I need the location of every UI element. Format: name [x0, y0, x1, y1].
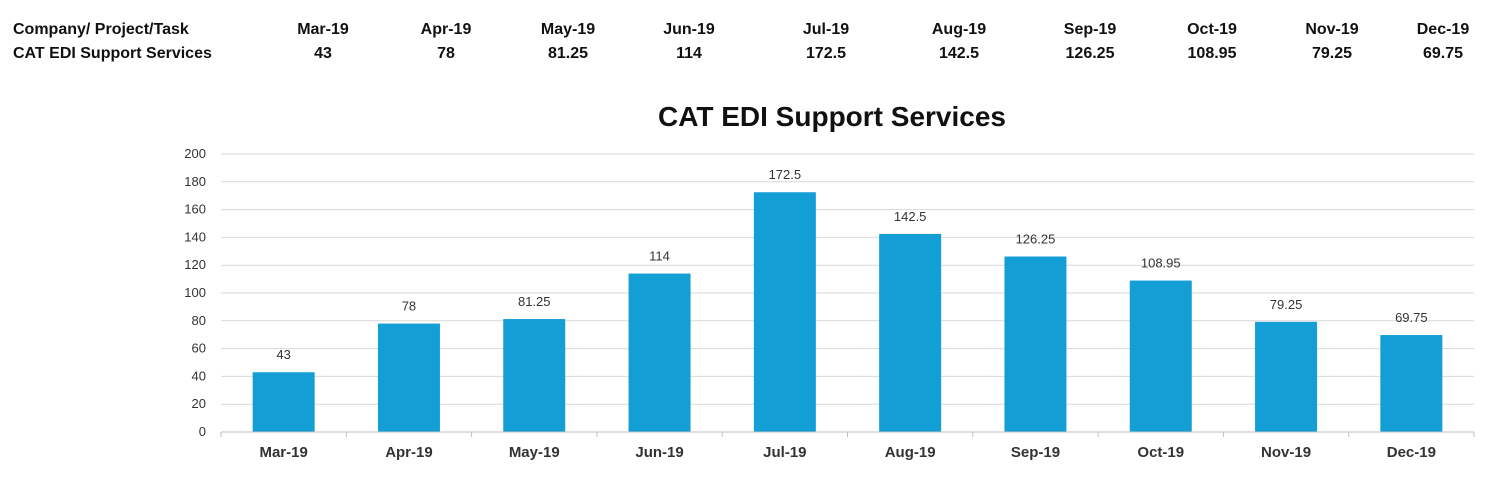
table-month-header: Jun-19	[663, 21, 715, 38]
bar	[377, 323, 440, 432]
table-value-cell: 108.95	[1187, 45, 1237, 62]
x-tick-label: Apr-19	[385, 444, 433, 461]
y-tick-label: 140	[184, 229, 206, 244]
bar	[753, 192, 816, 432]
data-label: 114	[649, 249, 670, 264]
chart-title: CAT EDI Support Services	[658, 101, 1006, 132]
y-tick-label: 160	[184, 202, 206, 217]
y-tick-label: 100	[184, 285, 206, 300]
table-month-header: Jul-19	[802, 21, 850, 38]
table-month-header: Nov-19	[1305, 21, 1359, 38]
table-data-row: CAT EDI Support Services 43 78 81.25 114 172…	[0, 45, 1500, 67]
data-label: 79.25	[1270, 297, 1303, 312]
y-tick-label: 200	[184, 146, 206, 161]
table-value-cell: 43	[314, 45, 332, 62]
y-tick-label: 60	[192, 341, 206, 356]
bar	[503, 319, 566, 432]
bar	[1255, 321, 1318, 432]
table-value-cell: 79.25	[1311, 45, 1353, 62]
data-label: 142.5	[894, 209, 927, 224]
table-value-cell: 69.75	[1422, 45, 1464, 62]
y-tick-label: 120	[184, 257, 206, 272]
table-month-header: May-19	[540, 21, 596, 38]
table-month-header: Sep-19	[1063, 21, 1117, 38]
x-tick-label: Mar-19	[259, 444, 307, 461]
bar	[1380, 335, 1443, 432]
table-month-header: Dec-19	[1416, 21, 1470, 38]
table-row-label: CAT EDI Support Services	[13, 45, 212, 62]
table-value-cell: 142.5	[938, 45, 980, 62]
table-value-cell: 114	[676, 45, 702, 62]
table-value-cell: 78	[437, 45, 455, 62]
table-month-header: Oct-19	[1187, 21, 1237, 38]
table-month-header: Apr-19	[420, 21, 472, 38]
bar	[1004, 256, 1067, 432]
table-header-row: Company/ Project/Task Mar-19 Apr-19 May-19…	[0, 21, 1500, 43]
data-label: 126.25	[1016, 232, 1056, 247]
x-tick-label: May-19	[509, 444, 560, 461]
data-label: 78	[402, 299, 416, 314]
bar	[628, 273, 691, 432]
y-tick-label: 180	[184, 174, 206, 189]
x-tick-label: Dec-19	[1387, 444, 1436, 461]
table-value-cell: 172.5	[805, 45, 847, 62]
data-labels: 43 78 81.25 114 172.5 142.5 126.25 108.95 79.25 6…	[276, 167, 1427, 362]
bars	[252, 192, 1443, 432]
axes: 0 20 40 60 80 100 120 140 160 180 200 Mar-19 Apr-19 M…	[184, 146, 1475, 461]
x-tick-label: Oct-19	[1137, 444, 1184, 461]
bar	[1129, 280, 1192, 432]
x-tick-label: Nov-19	[1261, 444, 1311, 461]
x-tick-label: Sep-19	[1011, 444, 1060, 461]
table-value-cell: 81.25	[547, 45, 589, 62]
x-tick-label: Aug-19	[885, 444, 936, 461]
data-label: 108.95	[1141, 256, 1181, 271]
data-label: 69.75	[1395, 310, 1428, 325]
summary-table: Company/ Project/Task Mar-19 Apr-19 May-19…	[0, 0, 1500, 80]
table-month-header: Mar-19	[297, 21, 349, 38]
data-label: 81.25	[518, 294, 551, 309]
x-tick-label: Jun-19	[635, 444, 683, 461]
y-tick-label: 40	[192, 368, 206, 383]
data-label: 172.5	[769, 167, 802, 182]
table-value-cell: 126.25	[1065, 45, 1115, 62]
table-month-header: Aug-19	[931, 21, 987, 38]
table-header-label: Company/ Project/Task	[13, 21, 189, 38]
bar	[879, 233, 942, 432]
y-tick-label: 80	[192, 313, 206, 328]
bar	[252, 372, 315, 432]
data-label: 43	[276, 347, 290, 362]
x-tick-label: Jul-19	[763, 444, 806, 461]
y-tick-label: 20	[192, 396, 206, 411]
y-tick-label: 0	[199, 424, 206, 439]
